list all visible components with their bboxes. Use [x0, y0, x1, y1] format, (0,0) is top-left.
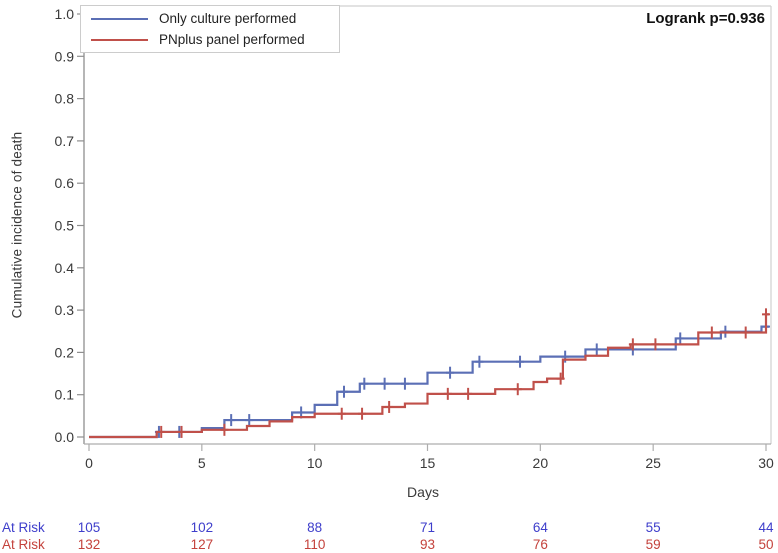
x-tick-label: 30 [758, 455, 774, 471]
curve-pnplus-panel [89, 313, 769, 439]
at-risk-row-label: At Risk [2, 537, 45, 552]
at-risk-value: 59 [645, 537, 661, 552]
at-risk-value: 44 [758, 520, 774, 535]
at-risk-value: 102 [190, 520, 214, 535]
legend-line-red-icon [91, 38, 148, 41]
x-tick-label: 0 [85, 455, 93, 471]
at-risk-value: 88 [307, 520, 323, 535]
at-risk-row-label: At Risk [2, 520, 45, 535]
at-risk-row: At Risk 105 102 88 71 64 55 44 [0, 520, 778, 536]
at-risk-value: 50 [758, 537, 774, 552]
at-risk-row: At Risk 132 127 110 93 76 59 50 [0, 537, 778, 553]
legend: Only culture performed PNplus panel perf… [80, 5, 340, 53]
legend-item-culture: Only culture performed [81, 8, 339, 29]
x-axis-title: Days [407, 484, 439, 500]
y-axis-title: Cumulative incidence of death [9, 131, 25, 319]
y-tick-label: 0.9 [55, 48, 75, 64]
at-risk-value: 64 [532, 520, 548, 535]
x-tick-label: 15 [420, 455, 436, 471]
x-tick-label: 5 [198, 455, 206, 471]
x-tick-label: 20 [533, 455, 549, 471]
y-tick-label: 0.8 [55, 91, 75, 107]
y-tick-label: 0.4 [55, 260, 75, 276]
legend-label-culture: Only culture performed [159, 11, 297, 26]
y-tick-label: 0.0 [55, 429, 75, 445]
logrank-annotation: Logrank p=0.936 [646, 10, 765, 27]
legend-item-pnplus: PNplus panel performed [81, 29, 339, 50]
y-tick-label: 0.5 [55, 218, 75, 234]
at-risk-value: 110 [303, 537, 326, 552]
at-risk-value: 76 [532, 537, 548, 552]
at-risk-value: 55 [645, 520, 661, 535]
y-tick-label: 1.0 [55, 6, 75, 22]
at-risk-value: 105 [77, 520, 101, 535]
y-tick-label: 0.7 [55, 133, 75, 149]
x-tick-label: 10 [307, 455, 323, 471]
curve-only-culture [89, 325, 769, 439]
y-tick-label: 0.1 [55, 387, 75, 403]
y-tick-label: 0.2 [55, 344, 75, 360]
y-tick-label: 0.6 [55, 175, 75, 191]
legend-label-pnplus: PNplus panel performed [159, 32, 305, 47]
x-tick-label: 25 [645, 455, 661, 471]
at-risk-value: 127 [190, 537, 214, 552]
at-risk-value: 71 [419, 520, 436, 535]
y-tick-label: 0.3 [55, 302, 75, 318]
at-risk-value: 132 [77, 537, 101, 552]
legend-line-blue-icon [91, 17, 148, 20]
at-risk-value: 93 [419, 537, 436, 552]
